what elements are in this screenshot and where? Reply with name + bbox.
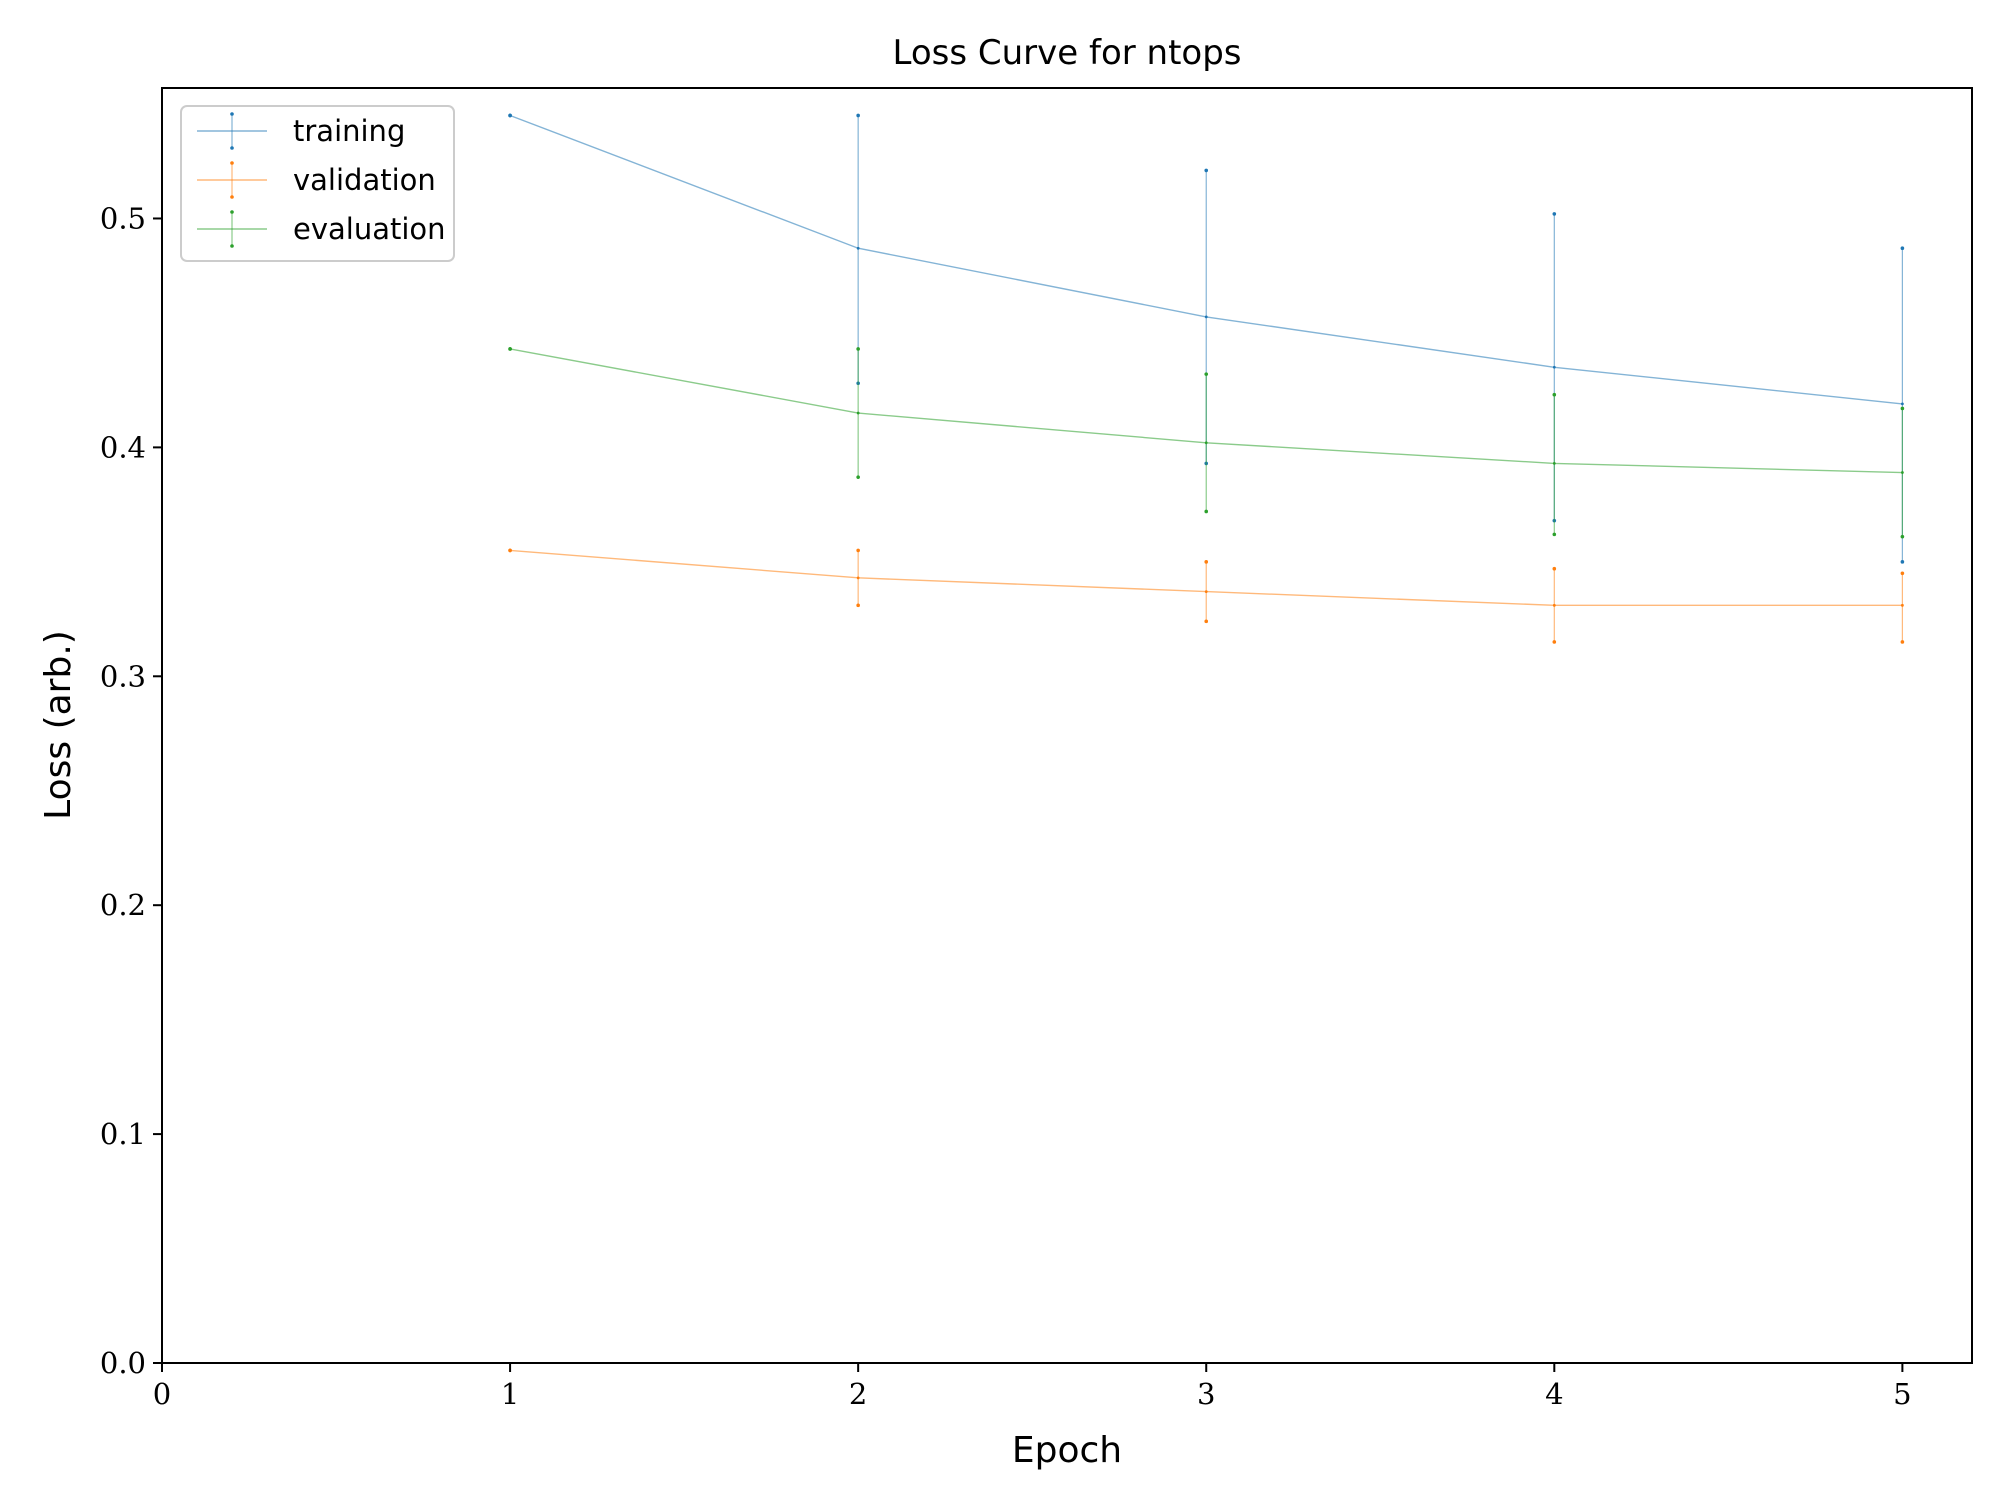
data-point-evaluation xyxy=(1552,462,1556,465)
error-cap-validation xyxy=(856,548,860,553)
error-cap-training xyxy=(1552,212,1557,216)
axes-layer: 0 1 2 3 4 5 0.0 0.1 0.2 0.3 0.4 0.5 xyxy=(100,201,1912,1411)
data-point-validation xyxy=(1900,603,1904,607)
plot-frame xyxy=(161,87,1973,1364)
error-cap-validation xyxy=(1204,619,1209,624)
x-tick-label: 5 xyxy=(1893,1377,1911,1411)
data-point-evaluation xyxy=(508,347,512,351)
error-cap-evaluation xyxy=(1900,406,1905,411)
legend: training validation evaluation xyxy=(180,105,455,262)
y-tick-label: 0.1 xyxy=(100,1117,146,1151)
data-point-training xyxy=(508,114,512,117)
error-cap-validation xyxy=(1900,571,1905,576)
error-cap-training xyxy=(1900,246,1905,251)
legend-cap-validation xyxy=(230,195,234,199)
y-tick-label: 0.0 xyxy=(100,1346,146,1380)
error-cap-evaluation xyxy=(1204,509,1209,514)
y-tick-label: 0.4 xyxy=(100,430,146,464)
error-cap-evaluation xyxy=(856,347,860,351)
legend-cap-evaluation xyxy=(230,210,234,214)
chart-title: Loss Curve for ntops xyxy=(892,33,1241,73)
error-cap-training xyxy=(1900,560,1905,564)
data-point-evaluation xyxy=(1900,471,1904,474)
x-tick-label: 0 xyxy=(153,1377,171,1411)
error-cap-validation xyxy=(1552,566,1557,571)
y-tick-label: 0.2 xyxy=(100,888,146,922)
error-cap-validation xyxy=(856,603,860,608)
data-point-training xyxy=(1552,365,1556,369)
data-point-training xyxy=(1900,402,1904,406)
data-point-validation xyxy=(508,548,512,552)
error-cap-evaluation xyxy=(1204,372,1209,376)
error-cap-validation xyxy=(1204,560,1209,564)
x-axis-label: Epoch xyxy=(1012,1430,1122,1471)
legend-box xyxy=(180,105,455,262)
data-point-training xyxy=(1204,315,1208,319)
y-tick-label: 0.5 xyxy=(100,201,146,235)
error-cap-validation xyxy=(1552,640,1557,644)
legend-cap-evaluation xyxy=(230,244,234,248)
x-tick-label: 2 xyxy=(849,1377,867,1411)
y-axis-label: Loss (arb.) xyxy=(38,630,79,820)
legend-label-evaluation: evaluation xyxy=(293,212,446,246)
error-cap-training xyxy=(856,113,860,118)
legend-label-validation: validation xyxy=(293,163,436,197)
x-tick-label: 1 xyxy=(501,1377,519,1411)
error-cap-training xyxy=(1204,168,1209,173)
error-cap-evaluation xyxy=(1552,392,1557,397)
data-point-evaluation xyxy=(856,411,860,415)
x-tick-label: 3 xyxy=(1197,1377,1215,1411)
x-tick-label: 4 xyxy=(1545,1377,1563,1411)
error-cap-validation xyxy=(1900,640,1905,644)
legend-label-training: training xyxy=(293,114,405,148)
data-point-evaluation xyxy=(1204,441,1208,445)
data-point-training xyxy=(856,246,860,250)
error-cap-evaluation xyxy=(1552,532,1557,537)
legend-cap-validation xyxy=(230,161,234,165)
error-cap-evaluation xyxy=(856,475,860,479)
data-point-validation xyxy=(1204,590,1208,593)
legend-cap-training xyxy=(230,112,234,116)
legend-cap-training xyxy=(230,146,234,150)
data-point-validation xyxy=(856,576,860,580)
plot-layer xyxy=(508,113,1905,644)
y-tick-label: 0.3 xyxy=(100,659,146,693)
error-cap-evaluation xyxy=(1900,534,1905,539)
data-point-validation xyxy=(1552,603,1556,607)
